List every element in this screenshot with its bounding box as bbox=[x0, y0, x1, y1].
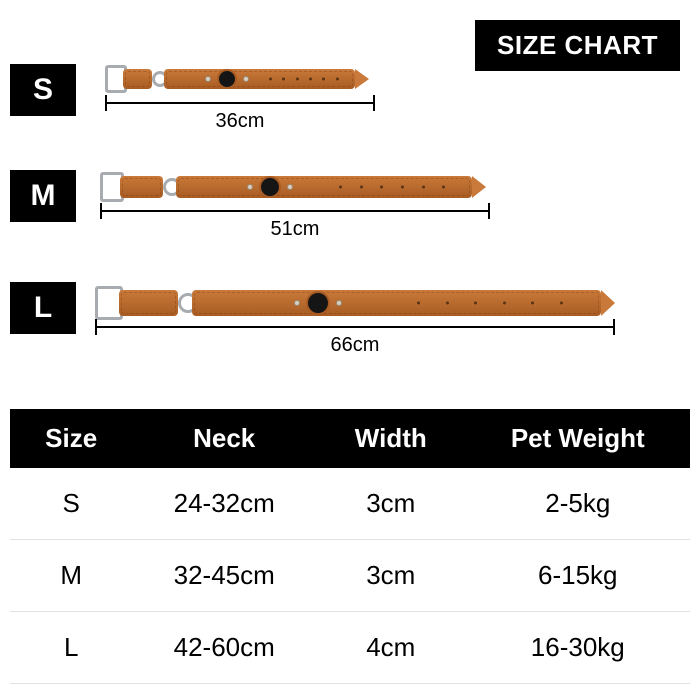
hole-icon bbox=[309, 78, 312, 81]
size-table: Size Neck Width Pet Weight S24-32cm3cm2-… bbox=[10, 409, 690, 684]
size-tag-s: S bbox=[10, 64, 76, 116]
collar-m: 51cm bbox=[100, 170, 500, 240]
stud-icon bbox=[247, 184, 253, 190]
strap-main bbox=[164, 69, 355, 89]
strap-main bbox=[192, 290, 601, 316]
hole-icon bbox=[380, 186, 383, 189]
cell: 42-60cm bbox=[132, 612, 316, 683]
cell: 4cm bbox=[316, 612, 466, 683]
cell: 16-30kg bbox=[466, 612, 690, 683]
col-weight: Pet Weight bbox=[466, 409, 690, 468]
cell: 2-5kg bbox=[466, 468, 690, 539]
cell: M bbox=[10, 540, 132, 611]
cell: 24-32cm bbox=[132, 468, 316, 539]
tracker-pod-icon bbox=[259, 176, 281, 198]
hole-icon bbox=[360, 186, 363, 189]
stud-icon bbox=[287, 184, 293, 190]
hole-icon bbox=[269, 78, 272, 81]
tracker-pod-icon bbox=[217, 69, 237, 89]
table-row: M32-45cm3cm6-15kg bbox=[10, 540, 690, 612]
col-width: Width bbox=[316, 409, 466, 468]
collar-s: 36cm bbox=[105, 62, 385, 132]
size-tag-m: M bbox=[10, 170, 76, 222]
strap-stub bbox=[123, 69, 152, 89]
hole-icon bbox=[296, 78, 299, 81]
stud-icon bbox=[294, 300, 300, 306]
cell: S bbox=[10, 468, 132, 539]
collar-l: 66cm bbox=[95, 286, 625, 356]
hole-icon bbox=[336, 78, 339, 81]
cell: 6-15kg bbox=[466, 540, 690, 611]
strap-stub bbox=[119, 290, 178, 316]
hole-icon bbox=[417, 302, 420, 305]
dimension-label: 36cm bbox=[105, 110, 375, 133]
strap-main bbox=[176, 176, 472, 198]
hole-icon bbox=[401, 186, 404, 189]
hole-icon bbox=[560, 302, 563, 305]
title-badge: SIZE CHART bbox=[475, 20, 680, 71]
hole-icon bbox=[322, 78, 325, 81]
table-row: L42-60cm4cm16-30kg bbox=[10, 612, 690, 684]
strap-tip bbox=[355, 69, 369, 89]
cell: 3cm bbox=[316, 540, 466, 611]
hole-icon bbox=[446, 302, 449, 305]
stud-icon bbox=[205, 76, 211, 82]
tracker-pod-icon bbox=[306, 291, 330, 315]
size-chart-page: SIZE CHART S 36cm M 51cm L 66cm Size Neck Wid… bbox=[0, 0, 700, 700]
cell: L bbox=[10, 612, 132, 683]
strap-stub bbox=[120, 176, 163, 198]
stud-icon bbox=[336, 300, 342, 306]
table-row: S24-32cm3cm2-5kg bbox=[10, 468, 690, 540]
cell: 3cm bbox=[316, 468, 466, 539]
cell: 32-45cm bbox=[132, 540, 316, 611]
hole-icon bbox=[474, 302, 477, 305]
hole-icon bbox=[503, 302, 506, 305]
col-size: Size bbox=[10, 409, 132, 468]
dimension-label: 51cm bbox=[100, 218, 490, 241]
hole-icon bbox=[282, 78, 285, 81]
table-header: Size Neck Width Pet Weight bbox=[10, 409, 690, 468]
strap-tip bbox=[601, 290, 615, 316]
dimension-label: 66cm bbox=[95, 334, 615, 357]
size-tag-l: L bbox=[10, 282, 76, 334]
hole-icon bbox=[531, 302, 534, 305]
hole-icon bbox=[442, 186, 445, 189]
col-neck: Neck bbox=[132, 409, 316, 468]
hole-icon bbox=[339, 186, 342, 189]
table-body: S24-32cm3cm2-5kgM32-45cm3cm6-15kgL42-60c… bbox=[10, 468, 690, 684]
hole-icon bbox=[422, 186, 425, 189]
strap-tip bbox=[472, 176, 486, 198]
stud-icon bbox=[243, 76, 249, 82]
